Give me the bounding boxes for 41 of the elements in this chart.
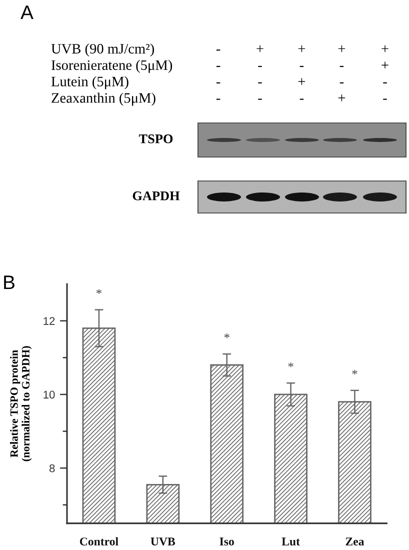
text: - (300, 98, 304, 100)
text: + (382, 62, 388, 68)
text: + (338, 45, 346, 52)
x-tick-label: Zea (346, 538, 364, 546)
data-label: * (352, 370, 358, 375)
y-tick-label: 10 (44, 390, 55, 399)
text: TSPO (138, 134, 173, 144)
text: + (256, 45, 264, 52)
text: + (298, 45, 306, 52)
text: + (338, 94, 346, 102)
x-tick-label: Control (80, 537, 118, 546)
text: + (382, 45, 388, 52)
text: A (20, 6, 34, 20)
text: + (298, 78, 306, 85)
x-tick-label: Lut (282, 538, 300, 546)
data-label: * (96, 289, 102, 294)
y-tick-label: 8 (50, 464, 55, 472)
y-axis-title: Relative TSPO protein (normalized to GAPDH) (10, 346, 32, 462)
y-tick-label: 12 (44, 317, 55, 325)
data-label: * (224, 333, 230, 338)
text: - (216, 66, 220, 68)
text: - (216, 98, 220, 100)
x-tick-label: Iso (220, 538, 234, 546)
x-tick-label: UVB (150, 538, 176, 546)
chart-title: B (4, 276, 14, 290)
text: Zeaxanthin (5μM) (52, 92, 156, 106)
text: - (258, 82, 262, 84)
text: Isorenieratene (5μM) (52, 60, 172, 73)
text: - (216, 50, 220, 51)
text: - (300, 66, 304, 68)
text: - (340, 66, 344, 68)
text: - (340, 82, 344, 84)
text: - (258, 66, 262, 68)
text: - (258, 98, 262, 100)
data-label: * (288, 362, 294, 368)
text: - (383, 82, 387, 84)
text: Lutein (5μM) (51, 76, 128, 90)
text: UVB (90 mJ/cm²) (51, 44, 154, 56)
text: - (216, 82, 220, 84)
text: GAPDH (132, 191, 180, 200)
text: - (383, 98, 387, 100)
